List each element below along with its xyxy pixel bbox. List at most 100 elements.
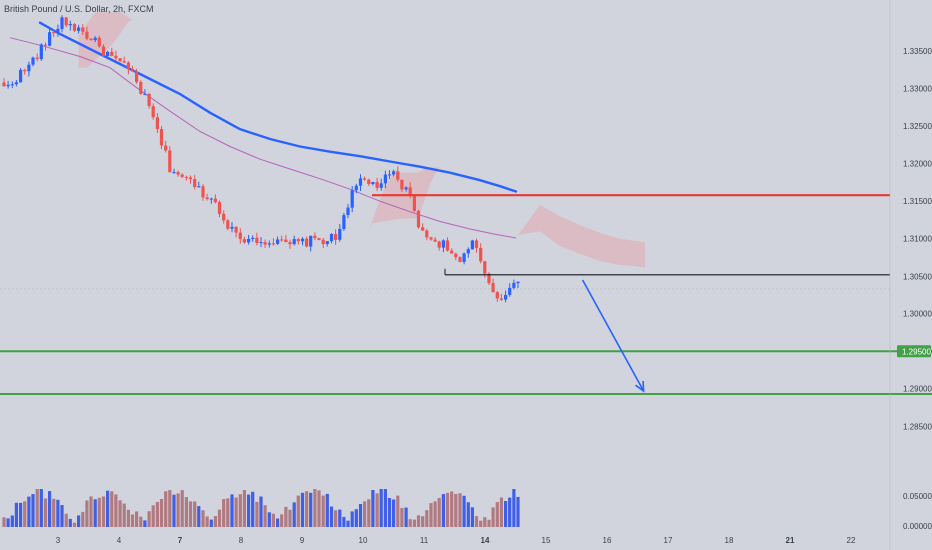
volume-bar (300, 492, 305, 527)
volume-bar (164, 491, 168, 527)
candle-body (143, 93, 147, 95)
candle-body (404, 187, 408, 190)
volume-bar (93, 499, 97, 527)
candle-body (172, 172, 176, 174)
price-tick-label: 1.30500 (903, 272, 932, 281)
candlestick (64, 17, 68, 28)
projection-arrow-head (635, 380, 645, 393)
chart-title: British Pound / U.S. Dollar, 2h, FXCM (4, 4, 154, 14)
price-badge-label: 1.29500 (902, 347, 931, 356)
volume-bar (106, 490, 110, 527)
volume-bar (495, 502, 499, 527)
volume-bar (122, 503, 126, 527)
candle-body (387, 174, 392, 176)
volume-bar (338, 509, 342, 527)
candle-body (392, 171, 396, 175)
volume-bar (445, 492, 450, 527)
candlestick (433, 237, 437, 242)
candle-body (35, 57, 39, 59)
date-tick-label: 22 (847, 536, 856, 545)
candle-body (462, 253, 466, 262)
candlestick (342, 212, 346, 231)
candlestick (300, 237, 305, 246)
candlestick (329, 233, 334, 244)
candlestick (354, 183, 358, 194)
candle-body (52, 32, 56, 34)
price-tick-label: 1.28500 (903, 422, 932, 431)
candlestick (247, 234, 251, 245)
candlestick (479, 243, 483, 264)
candlestick (159, 126, 164, 150)
candlestick (466, 247, 470, 258)
date-tick-label: 17 (664, 536, 673, 545)
volume-bar (499, 497, 503, 527)
candlestick (491, 278, 495, 293)
candle-body (280, 239, 284, 241)
volume-bar (329, 506, 334, 527)
candlestick (271, 238, 275, 246)
candle-body (168, 150, 172, 173)
volume-bar (89, 496, 93, 527)
candlestick (151, 103, 155, 120)
candle-body (425, 230, 429, 238)
candlestick (6, 80, 10, 89)
candle-body (379, 183, 383, 188)
candlestick (201, 184, 205, 201)
volume-bar (296, 495, 300, 527)
date-tick-label: 3 (56, 536, 61, 545)
volume-bar (6, 518, 10, 527)
candle-body (188, 177, 193, 180)
date-tick-label: 9 (300, 536, 305, 545)
candlestick (396, 166, 400, 182)
candlestick (14, 80, 18, 87)
candlestick (400, 179, 404, 193)
candlestick (421, 223, 425, 231)
date-tick-label: 8 (239, 536, 244, 545)
moving-average-fast-line (38, 21, 518, 193)
volume-bar (342, 516, 346, 527)
volume-bar (135, 511, 139, 527)
candle-body (309, 235, 313, 247)
candlestick (263, 239, 267, 248)
volume-bar (400, 508, 404, 527)
volume-bar (10, 515, 14, 527)
candlestick (450, 248, 454, 254)
candlestick (205, 193, 209, 201)
candlestick (280, 235, 284, 242)
candle-body (371, 182, 375, 184)
volume-bar (367, 499, 371, 527)
candlestick (39, 43, 43, 61)
moving-average-slow-line (9, 37, 517, 239)
volume-bar (242, 490, 246, 527)
volume-bar (213, 516, 217, 527)
candle-body (483, 261, 487, 274)
ichimoku-cloud (78, 12, 646, 268)
candle-body (516, 281, 520, 283)
volume-bar (412, 519, 416, 527)
candle-body (209, 198, 213, 200)
volume-bar (487, 519, 491, 527)
volume-bar (280, 514, 284, 527)
candlestick (226, 219, 230, 231)
volume-bar (130, 514, 135, 527)
candle-body (437, 241, 441, 248)
volume-bar (110, 491, 114, 527)
volume-bar (470, 507, 474, 527)
candle-body (454, 253, 458, 258)
volume-bar (60, 505, 64, 527)
price-tick-label: 1.32000 (903, 160, 932, 169)
volume-bar (101, 496, 106, 527)
candlestick (143, 89, 147, 96)
volume-bar (408, 519, 412, 527)
candlestick (371, 181, 375, 186)
volume-bar (2, 517, 6, 527)
candlestick (350, 186, 354, 213)
candlestick (474, 238, 479, 253)
volume-bar (387, 498, 392, 527)
volume-bar (350, 511, 354, 527)
price-badge (897, 345, 931, 358)
candle-body (470, 240, 474, 250)
candle-body (358, 178, 363, 186)
date-tick-label: 4 (117, 536, 122, 545)
candlestick (404, 186, 408, 192)
